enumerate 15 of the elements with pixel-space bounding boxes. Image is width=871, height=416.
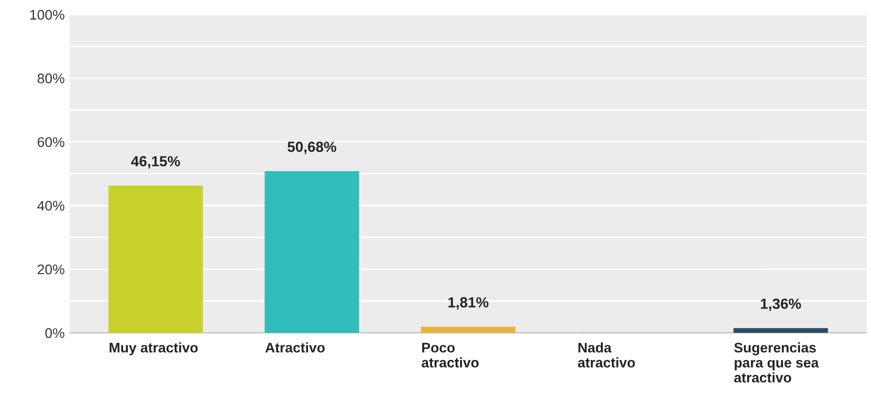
y-tick-label: 0% [45, 328, 64, 338]
y-tick-label: 100% [30, 10, 64, 20]
x-tick-label: Atractivo [265, 342, 325, 353]
x-tick-label: Nada atractivo [578, 342, 635, 368]
data-label: 46,15% [131, 156, 180, 168]
y-tick-label: 60% [38, 137, 64, 148]
data-label: 1,81% [448, 297, 488, 310]
x-tick-label: Muy atractivo [110, 342, 198, 356]
y-tick-label: 40% [37, 200, 64, 211]
data-label: 50,68% [288, 142, 336, 154]
x-tick-label: Poco atractivo [422, 342, 479, 368]
y-tick-label: 80% [38, 74, 64, 84]
y-tick-label: 20% [38, 264, 64, 274]
data-label: 1,36% [760, 298, 801, 312]
x-tick-label: Sugerencias para que sea atractivo [734, 342, 819, 383]
